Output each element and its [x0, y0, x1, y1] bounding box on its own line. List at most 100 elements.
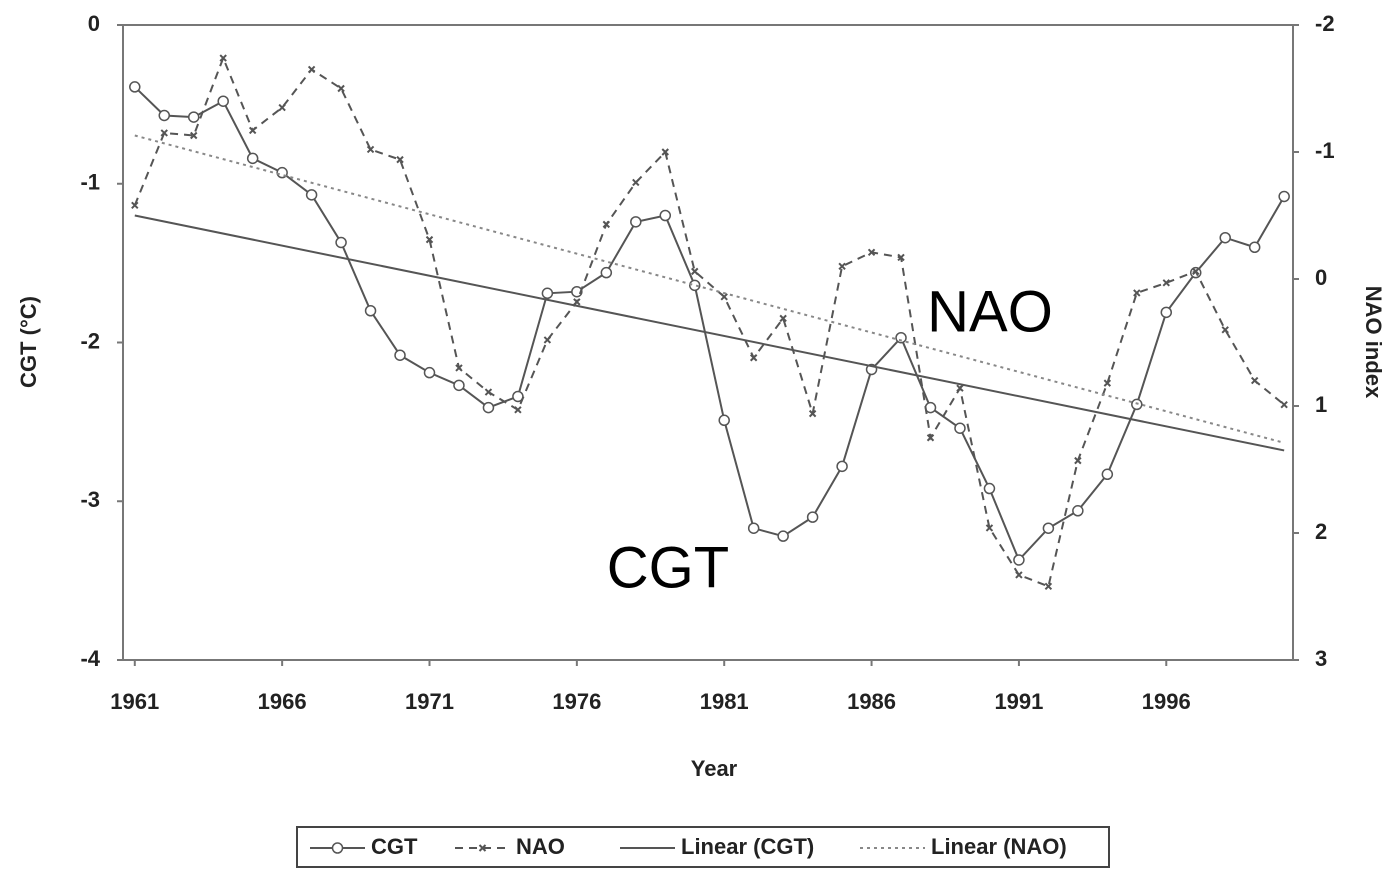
- point-marker: [897, 253, 905, 262]
- y2-tick-label: -1: [1315, 138, 1335, 163]
- y2-tick-label: 1: [1315, 392, 1327, 417]
- point-marker: [423, 366, 436, 379]
- y-tick-label: -2: [80, 328, 100, 353]
- point-marker: [718, 414, 730, 427]
- point-marker: [630, 216, 642, 228]
- point-marker: [632, 178, 640, 187]
- y-tick-label: -4: [80, 646, 100, 671]
- point-marker: [425, 235, 434, 244]
- series-line: [134, 86, 1286, 562]
- point-marker: [954, 422, 966, 434]
- annotation: NAO: [927, 279, 1053, 344]
- point-marker: [895, 331, 907, 344]
- legend-label: Linear (CGT): [681, 834, 814, 859]
- point-marker: [956, 384, 964, 392]
- point-marker: [1103, 379, 1112, 387]
- point-marker: [217, 95, 229, 107]
- point-marker: [926, 434, 935, 442]
- point-marker: [1219, 231, 1231, 244]
- point-marker: [335, 236, 347, 249]
- point-marker: [160, 129, 168, 137]
- point-marker: [514, 406, 522, 414]
- point-marker: [337, 84, 345, 93]
- point-marker: [248, 126, 257, 135]
- point-marker: [779, 314, 787, 323]
- x-tick-label: 1971: [405, 689, 454, 714]
- point-marker: [396, 155, 404, 164]
- point-marker: [688, 279, 701, 292]
- x-tick-label: 1961: [110, 689, 159, 714]
- point-marker: [158, 109, 171, 122]
- annotation: CGT: [607, 535, 729, 600]
- point-marker: [808, 409, 817, 418]
- legend-marker: [331, 842, 344, 854]
- y-axis-title: CGT (°C): [16, 296, 41, 388]
- legend-frame: [296, 826, 1110, 868]
- point-marker: [453, 379, 465, 392]
- y2-tick-label: 0: [1315, 265, 1327, 290]
- point-marker: [246, 152, 259, 165]
- point-marker: [543, 336, 552, 344]
- x-tick-label: 1986: [847, 689, 896, 714]
- point-marker: [482, 401, 495, 414]
- point-marker: [985, 524, 994, 532]
- point-marker: [867, 248, 876, 257]
- y-tick-label: -1: [80, 170, 100, 195]
- point-marker: [983, 482, 996, 495]
- series-line: [134, 134, 1285, 444]
- point-marker: [573, 298, 581, 306]
- point-marker: [661, 148, 669, 156]
- point-marker: [187, 111, 200, 123]
- point-marker: [1133, 289, 1141, 297]
- point-marker: [571, 285, 583, 298]
- point-marker: [1248, 241, 1261, 253]
- point-marker: [1162, 279, 1170, 287]
- point-marker: [691, 267, 699, 276]
- x-tick-label: 1966: [258, 689, 307, 714]
- point-marker: [1101, 468, 1114, 481]
- point-marker: [602, 220, 611, 229]
- point-marker: [777, 530, 789, 542]
- point-marker: [1278, 190, 1290, 203]
- point-marker: [1250, 376, 1259, 385]
- point-marker: [278, 103, 286, 112]
- series-line: [134, 214, 1285, 452]
- series-line: [133, 55, 1285, 588]
- point-marker: [305, 189, 318, 201]
- legend-label: Linear (NAO): [931, 834, 1067, 859]
- point-marker: [307, 65, 316, 74]
- point-marker: [1044, 582, 1053, 591]
- point-marker: [364, 305, 377, 317]
- point-marker: [806, 511, 819, 523]
- point-marker: [541, 287, 554, 300]
- point-marker: [1042, 522, 1055, 534]
- point-marker: [1074, 456, 1082, 465]
- y-tick-label: -3: [80, 487, 100, 512]
- point-marker: [600, 266, 613, 279]
- point-marker: [747, 522, 760, 534]
- point-marker: [484, 388, 493, 396]
- point-marker: [1072, 505, 1084, 517]
- point-marker: [836, 460, 848, 473]
- point-marker: [394, 349, 406, 361]
- y2-axis-title: NAO index: [1361, 286, 1386, 399]
- legend-marker: [478, 844, 487, 852]
- point-marker: [1280, 401, 1288, 409]
- legend-label: CGT: [371, 834, 418, 859]
- x-tick-label: 1976: [552, 689, 601, 714]
- point-marker: [190, 131, 198, 140]
- y2-tick-label: -2: [1315, 11, 1335, 36]
- point-marker: [1015, 571, 1023, 579]
- point-marker: [366, 145, 375, 154]
- point-marker: [1013, 554, 1025, 566]
- x-tick-label: 1991: [994, 689, 1043, 714]
- point-marker: [1192, 267, 1200, 276]
- y-tick-label: 0: [88, 11, 100, 36]
- y2-tick-label: 3: [1315, 646, 1327, 671]
- x-axis-title: Year: [691, 756, 738, 781]
- y2-tick-label: 2: [1315, 519, 1327, 544]
- point-marker: [720, 293, 728, 301]
- point-marker: [749, 354, 758, 362]
- point-marker: [1221, 326, 1229, 334]
- legend-label: NAO: [516, 834, 565, 859]
